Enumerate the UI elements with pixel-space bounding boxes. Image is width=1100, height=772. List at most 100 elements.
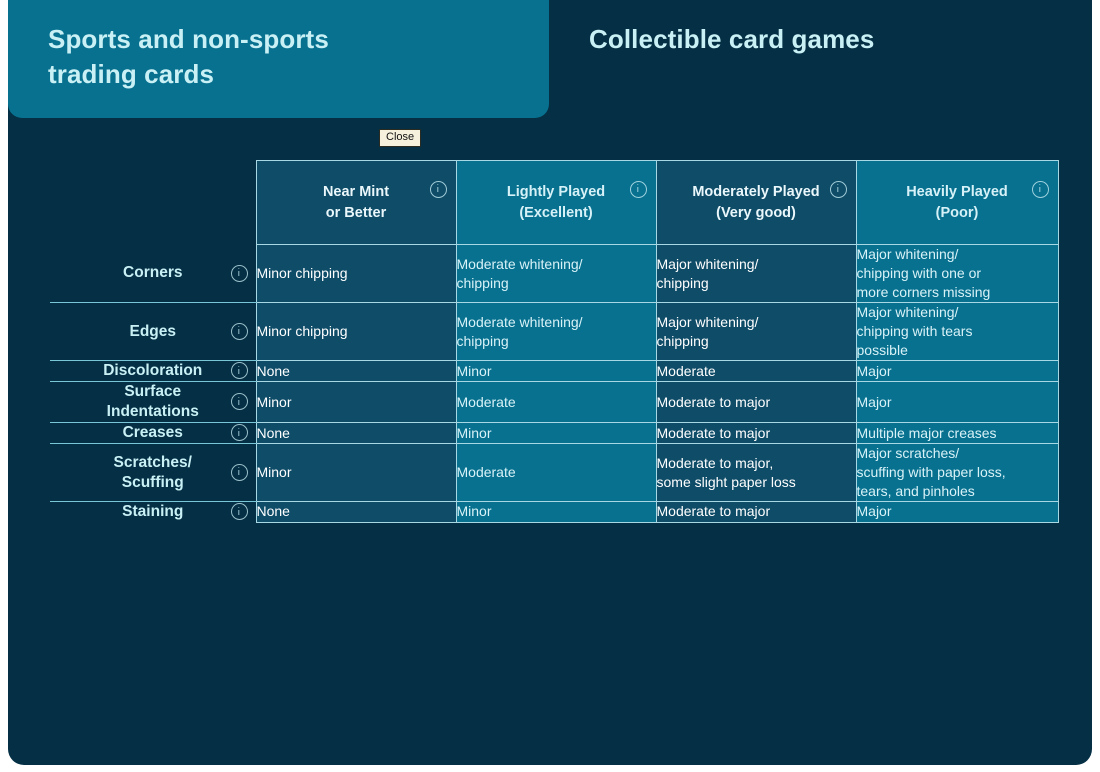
tab-label-line-1: Sports and non-sports (48, 24, 329, 54)
card-conditions-panel: Sports and non-sports trading cards Coll… (8, 0, 1092, 765)
cell-scratches-scuffing-lightly-played: Moderate (455, 443, 657, 502)
column-header-lightly-played: Lightly Played (Excellent) (455, 160, 657, 245)
row-header-line-1: Corners (123, 264, 183, 282)
row-info-slot (230, 502, 248, 522)
info-icon[interactable] (230, 463, 248, 481)
cell-discoloration-heavily-played: Major (855, 360, 1059, 382)
table-header: Near Mint or Better Lightly Played (Exce… (50, 160, 1059, 245)
cell-surface-indentations-moderately-played: Moderate to major (655, 381, 857, 423)
info-icon[interactable] (230, 424, 248, 442)
cell-scratches-scuffing-moderately-played: Moderate to major, some slight paper loss (655, 443, 857, 502)
cell-staining-moderately-played: Moderate to major (655, 501, 857, 523)
column-info-slot (829, 179, 847, 200)
tab-label-line-2: trading cards (48, 59, 215, 89)
cell-creases-heavily-played: Multiple major creases (855, 422, 1059, 444)
row-info-slot (230, 263, 248, 283)
cell-staining-lightly-played: Minor (455, 501, 657, 523)
cell-creases-lightly-played: Minor (455, 422, 657, 444)
table-row: Discoloration None Minor Moderate Major (50, 360, 1059, 382)
info-icon[interactable] (230, 264, 248, 282)
cell-edges-lightly-played: Moderate whitening/chipping (455, 302, 657, 361)
column-header-heavily-played: Heavily Played (Poor) (855, 160, 1059, 245)
row-header-line-1: Scratches/ (113, 453, 192, 471)
info-icon[interactable] (230, 393, 248, 411)
cell-staining-near-mint: None (255, 501, 457, 523)
table-corner-cell (50, 160, 256, 245)
cell-surface-indentations-heavily-played: Major (855, 381, 1059, 423)
info-icon[interactable] (230, 362, 248, 380)
row-info-slot (230, 361, 248, 381)
row-header-surface-indentations: Surface Indentations (50, 381, 256, 423)
row-header-scratches-scuffing: Scratches/ Scuffing (50, 443, 256, 502)
row-info-slot (230, 392, 248, 412)
cell-corners-near-mint: Minor chipping (255, 244, 457, 303)
column-info-slot (1031, 179, 1049, 200)
column-header-line-2: or Better (325, 204, 387, 221)
cell-creases-moderately-played: Moderate to major (655, 422, 857, 444)
row-info-slot (230, 322, 248, 342)
table-header-row: Near Mint or Better Lightly Played (Exce… (50, 160, 1059, 245)
row-header-discoloration: Discoloration (50, 360, 256, 382)
tab-sports-trading-cards-label: Sports and non-sports trading cards (48, 22, 517, 92)
row-header-staining: Staining (50, 501, 256, 522)
cell-corners-lightly-played: Moderate whitening/chipping (455, 244, 657, 303)
table-row: Staining None Minor Moderate to major Ma… (50, 501, 1059, 523)
tab-collectible-card-games-label: Collectible card games (589, 24, 875, 54)
cell-edges-moderately-played: Major whitening/chipping (655, 302, 857, 361)
row-header-line-2: Scuffing (121, 473, 184, 491)
table-body: Corners Minor chipping Moderate whitenin… (50, 244, 1059, 523)
column-info-slot (429, 179, 447, 200)
cell-edges-near-mint: Minor chipping (255, 302, 457, 361)
tab-sports-trading-cards[interactable]: Sports and non-sports trading cards (8, 0, 549, 118)
cell-discoloration-near-mint: None (255, 360, 457, 382)
cell-surface-indentations-near-mint: Minor (255, 381, 457, 423)
row-header-line-2: Indentations (106, 403, 199, 420)
close-button[interactable]: Close (379, 129, 422, 147)
row-header-line-1: Discoloration (103, 362, 203, 379)
info-icon[interactable] (230, 322, 248, 340)
column-header-moderately-played: Moderately Played (Very good) (655, 160, 857, 245)
cell-staining-heavily-played: Major (855, 501, 1059, 523)
table-row: Surface Indentations Minor Moderate Mode… (50, 381, 1059, 423)
row-info-slot (230, 423, 248, 443)
row-header-line-1: Staining (122, 503, 184, 520)
cell-creases-near-mint: None (255, 422, 457, 444)
table-row: Edges Minor chipping Moderate whitening/… (50, 302, 1059, 361)
row-header-line-1: Creases (122, 424, 183, 441)
row-header-corners: Corners (50, 244, 256, 303)
table-row: Creases None Minor Moderate to major Mul… (50, 422, 1059, 444)
row-header-edges: Edges (50, 302, 256, 361)
cell-corners-moderately-played: Major whitening/chipping (655, 244, 857, 303)
column-header-line-1: Near Mint (322, 183, 390, 200)
column-info-slot (629, 179, 647, 200)
column-header-line-1: Heavily Played (906, 183, 1008, 200)
tab-collectible-card-games[interactable]: Collectible card games (549, 0, 1092, 118)
info-icon[interactable] (1031, 180, 1049, 198)
info-icon[interactable] (829, 180, 847, 198)
cell-scratches-scuffing-near-mint: Minor (255, 443, 457, 502)
table-row: Corners Minor chipping Moderate whitenin… (50, 244, 1059, 303)
row-info-slot (230, 463, 248, 483)
info-icon[interactable] (429, 180, 447, 198)
column-header-near-mint: Near Mint or Better (255, 160, 457, 245)
row-header-creases: Creases (50, 422, 256, 444)
card-condition-table: Near Mint or Better Lightly Played (Exce… (50, 160, 1059, 523)
cell-edges-heavily-played: Major whitening/chipping with tears possi… (855, 302, 1059, 361)
row-header-line-1: Edges (129, 322, 176, 340)
column-header-line-2: (Excellent) (519, 204, 593, 221)
column-header-line-1: Lightly Played (506, 183, 606, 200)
row-header-line-1: Surface (124, 383, 182, 400)
cell-corners-heavily-played: Major whitening/chipping with one or more… (855, 244, 1059, 303)
table-row: Scratches/ Scuffing Minor Moderate Moder… (50, 443, 1059, 502)
cell-discoloration-moderately-played: Moderate (655, 360, 857, 382)
cell-surface-indentations-lightly-played: Moderate (455, 381, 657, 423)
tab-bar: Sports and non-sports trading cards Coll… (8, 0, 1092, 118)
column-header-line-2: (Very good) (716, 204, 796, 221)
column-header-line-2: (Poor) (935, 204, 979, 221)
column-header-line-1: Moderately Played (692, 183, 820, 200)
cell-scratches-scuffing-heavily-played: Major scratches/scuffing with paper loss… (855, 443, 1059, 502)
cell-discoloration-lightly-played: Minor (455, 360, 657, 382)
info-icon[interactable] (230, 503, 248, 521)
info-icon[interactable] (629, 180, 647, 198)
